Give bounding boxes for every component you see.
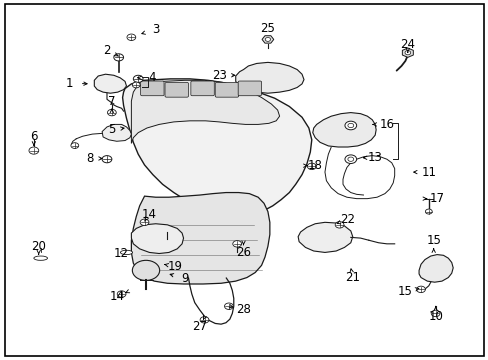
Circle shape — [344, 155, 356, 163]
Circle shape — [404, 51, 410, 55]
Circle shape — [425, 209, 431, 214]
Text: 15: 15 — [397, 285, 412, 298]
Ellipse shape — [34, 256, 47, 260]
Text: 21: 21 — [345, 271, 360, 284]
Circle shape — [264, 37, 270, 41]
Circle shape — [347, 157, 353, 161]
Text: 4: 4 — [148, 71, 155, 84]
Text: 27: 27 — [192, 320, 207, 333]
Text: 26: 26 — [236, 246, 250, 259]
Text: 9: 9 — [181, 272, 188, 285]
Circle shape — [416, 286, 425, 293]
Circle shape — [140, 219, 149, 226]
Text: 6: 6 — [30, 130, 38, 144]
Text: 13: 13 — [367, 151, 382, 164]
Circle shape — [133, 75, 143, 82]
Polygon shape — [312, 113, 375, 147]
Circle shape — [132, 260, 159, 280]
Text: 12: 12 — [114, 247, 129, 260]
Circle shape — [334, 222, 343, 228]
Circle shape — [71, 143, 79, 148]
FancyBboxPatch shape — [141, 81, 163, 96]
Text: 19: 19 — [167, 260, 183, 273]
Circle shape — [107, 109, 116, 116]
Text: 17: 17 — [429, 192, 444, 205]
Circle shape — [29, 147, 39, 154]
Polygon shape — [298, 222, 352, 252]
Circle shape — [127, 34, 136, 41]
Circle shape — [430, 310, 439, 317]
Circle shape — [232, 240, 241, 247]
Text: 7: 7 — [108, 95, 115, 108]
Text: 11: 11 — [421, 166, 435, 179]
Circle shape — [114, 54, 123, 61]
FancyBboxPatch shape — [215, 82, 238, 97]
Text: 10: 10 — [427, 310, 442, 324]
Polygon shape — [131, 193, 269, 284]
Circle shape — [132, 82, 140, 88]
Text: 1: 1 — [65, 77, 73, 90]
Text: 20: 20 — [31, 240, 46, 253]
Text: 22: 22 — [340, 213, 355, 226]
Text: 16: 16 — [379, 118, 394, 131]
Text: 2: 2 — [103, 44, 110, 57]
Circle shape — [344, 121, 356, 130]
Text: 3: 3 — [152, 23, 159, 36]
FancyBboxPatch shape — [164, 82, 188, 97]
Text: 23: 23 — [211, 69, 226, 82]
Text: 14: 14 — [109, 290, 124, 303]
Polygon shape — [418, 255, 452, 282]
Polygon shape — [262, 36, 273, 43]
Text: 18: 18 — [307, 159, 322, 172]
Text: 24: 24 — [400, 38, 414, 51]
Polygon shape — [235, 62, 304, 93]
Circle shape — [117, 291, 126, 297]
Circle shape — [307, 163, 316, 170]
Polygon shape — [402, 48, 412, 57]
Text: 15: 15 — [426, 234, 440, 247]
Circle shape — [102, 156, 112, 163]
Text: 25: 25 — [260, 22, 275, 35]
Text: 5: 5 — [108, 123, 115, 136]
Polygon shape — [131, 80, 279, 143]
Text: 14: 14 — [142, 208, 157, 221]
FancyBboxPatch shape — [190, 81, 214, 96]
Circle shape — [347, 123, 353, 128]
Text: 28: 28 — [236, 303, 250, 316]
Ellipse shape — [120, 250, 132, 255]
Text: 8: 8 — [86, 152, 93, 165]
FancyBboxPatch shape — [238, 81, 261, 96]
Polygon shape — [131, 224, 183, 253]
Polygon shape — [94, 74, 126, 93]
Circle shape — [224, 303, 233, 310]
Polygon shape — [122, 79, 311, 218]
Circle shape — [200, 317, 208, 323]
Polygon shape — [102, 125, 131, 141]
